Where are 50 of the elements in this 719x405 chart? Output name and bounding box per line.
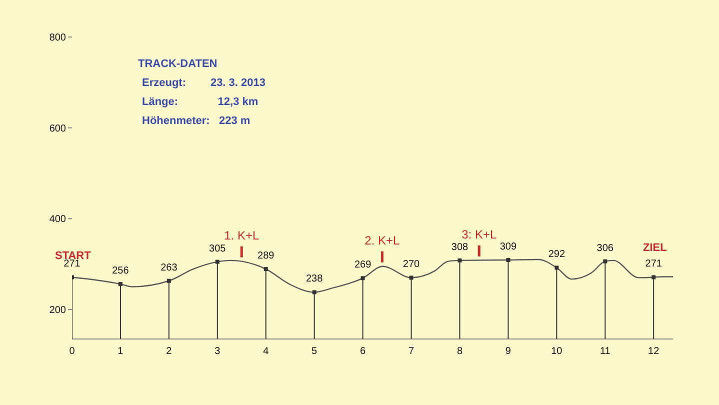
data-label: 269 bbox=[354, 260, 372, 271]
point bbox=[166, 278, 171, 283]
annotation: Erzeugt: 23. 3. 2013 bbox=[142, 76, 266, 91]
x-tick-label: 10 bbox=[551, 346, 563, 358]
point bbox=[458, 258, 462, 262]
point bbox=[118, 282, 122, 286]
data-label: 271 bbox=[645, 258, 662, 270]
data-label: 270 bbox=[402, 259, 420, 270]
point bbox=[360, 276, 365, 280]
data-label: 305 bbox=[209, 243, 226, 254]
y-tick-label: 800 bbox=[49, 32, 66, 44]
point bbox=[409, 276, 414, 280]
x-tick-label: 2 bbox=[166, 346, 172, 358]
data-label: 289 bbox=[258, 250, 275, 262]
x-tick-label: 12 bbox=[648, 346, 660, 358]
data-label: 306 bbox=[596, 242, 614, 254]
y-tick-label: 400 bbox=[49, 214, 66, 226]
data-label: 263 bbox=[160, 262, 178, 274]
point bbox=[264, 267, 268, 272]
data-label: 309 bbox=[500, 241, 517, 252]
x-tick-label: 1 bbox=[118, 346, 124, 358]
data-label: 271 bbox=[64, 258, 81, 270]
annotation: 1. K+L bbox=[224, 228, 260, 242]
y-tick-label: 600 bbox=[49, 123, 66, 134]
point bbox=[603, 259, 608, 264]
y-tick-label: 200 bbox=[49, 305, 66, 316]
data-label: 238 bbox=[306, 274, 324, 285]
point bbox=[554, 266, 559, 270]
data-label: 256 bbox=[112, 266, 130, 277]
annotation: Länge: 12,3 km bbox=[142, 95, 260, 110]
annotation: TRACK-DATEN bbox=[138, 57, 218, 72]
annotation: ZIEL bbox=[643, 242, 667, 254]
x-tick-label: 7 bbox=[408, 346, 414, 358]
point bbox=[652, 275, 656, 280]
annotation: Höhenmeter: 223 m bbox=[142, 114, 252, 129]
data-label: 292 bbox=[548, 249, 566, 260]
x-tick-label: 3 bbox=[214, 346, 221, 358]
x-tick-label: 11 bbox=[600, 346, 611, 358]
x-tick-label: 8 bbox=[456, 346, 463, 358]
x-tick-label: 4 bbox=[263, 346, 270, 358]
annotation: 2. K+L bbox=[364, 233, 400, 248]
point bbox=[215, 260, 220, 264]
annotation: 3: K+L bbox=[462, 227, 497, 242]
x-tick-label: 9 bbox=[505, 346, 512, 358]
x-tick-label: 6 bbox=[360, 346, 366, 358]
point bbox=[312, 290, 316, 294]
x-tick-label: 5 bbox=[312, 346, 318, 358]
x-tick-label: 0 bbox=[69, 346, 76, 358]
point bbox=[506, 258, 510, 262]
data-label: 308 bbox=[451, 242, 469, 253]
